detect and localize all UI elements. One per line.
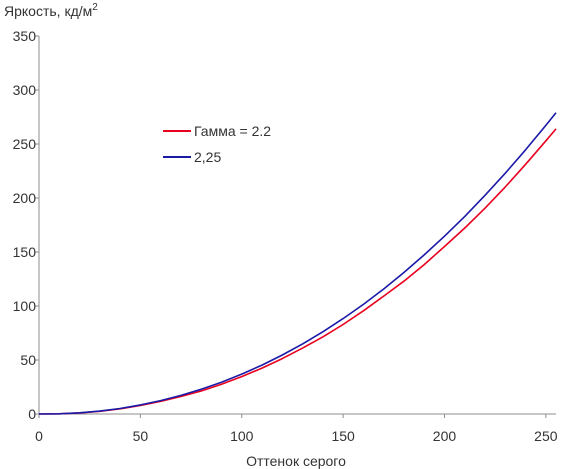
x-tick-label: 100 [230,428,254,444]
legend-label-gamma-2-2: Гамма = 2.2 [194,123,271,139]
y-tick-label: 200 [13,190,37,206]
y-tick-label: 50 [20,352,36,368]
x-axis-title: Оттенок серого [246,453,346,469]
x-tick-label: 150 [331,428,355,444]
y-tick-label: 0 [28,406,36,422]
legend-label-2-25: 2,25 [194,149,221,165]
legend-item-gamma-2-2: Гамма = 2.2 [163,123,271,139]
plot-frame [38,36,556,415]
y-tick-label: 250 [13,136,37,152]
series-lines [38,112,557,415]
y-tick-label: 150 [13,244,37,260]
legend-item-2-25: 2,25 [163,149,221,165]
y-axis-title-main: Яркость, кд/м [4,3,92,19]
series-line-2-25 [38,112,557,415]
series-line-gamma-2-2 [38,128,557,415]
y-tick-label: 100 [13,298,37,314]
legend: Гамма = 2.2 2,25 [163,123,271,165]
x-tick-label: 250 [534,428,558,444]
y-axis-title-superscript: 2 [92,2,98,13]
x-ticks: 0 50 100 150 200 250 [35,414,558,444]
y-tick-label: 300 [13,82,37,98]
y-axis-title: Яркость, кд/м2 [4,2,98,19]
y-tick-label: 350 [13,28,37,44]
y-ticks: 0 50 100 150 200 250 300 350 [13,28,39,422]
x-tick-label: 50 [133,428,149,444]
x-tick-label: 0 [35,428,43,444]
x-tick-label: 200 [433,428,457,444]
